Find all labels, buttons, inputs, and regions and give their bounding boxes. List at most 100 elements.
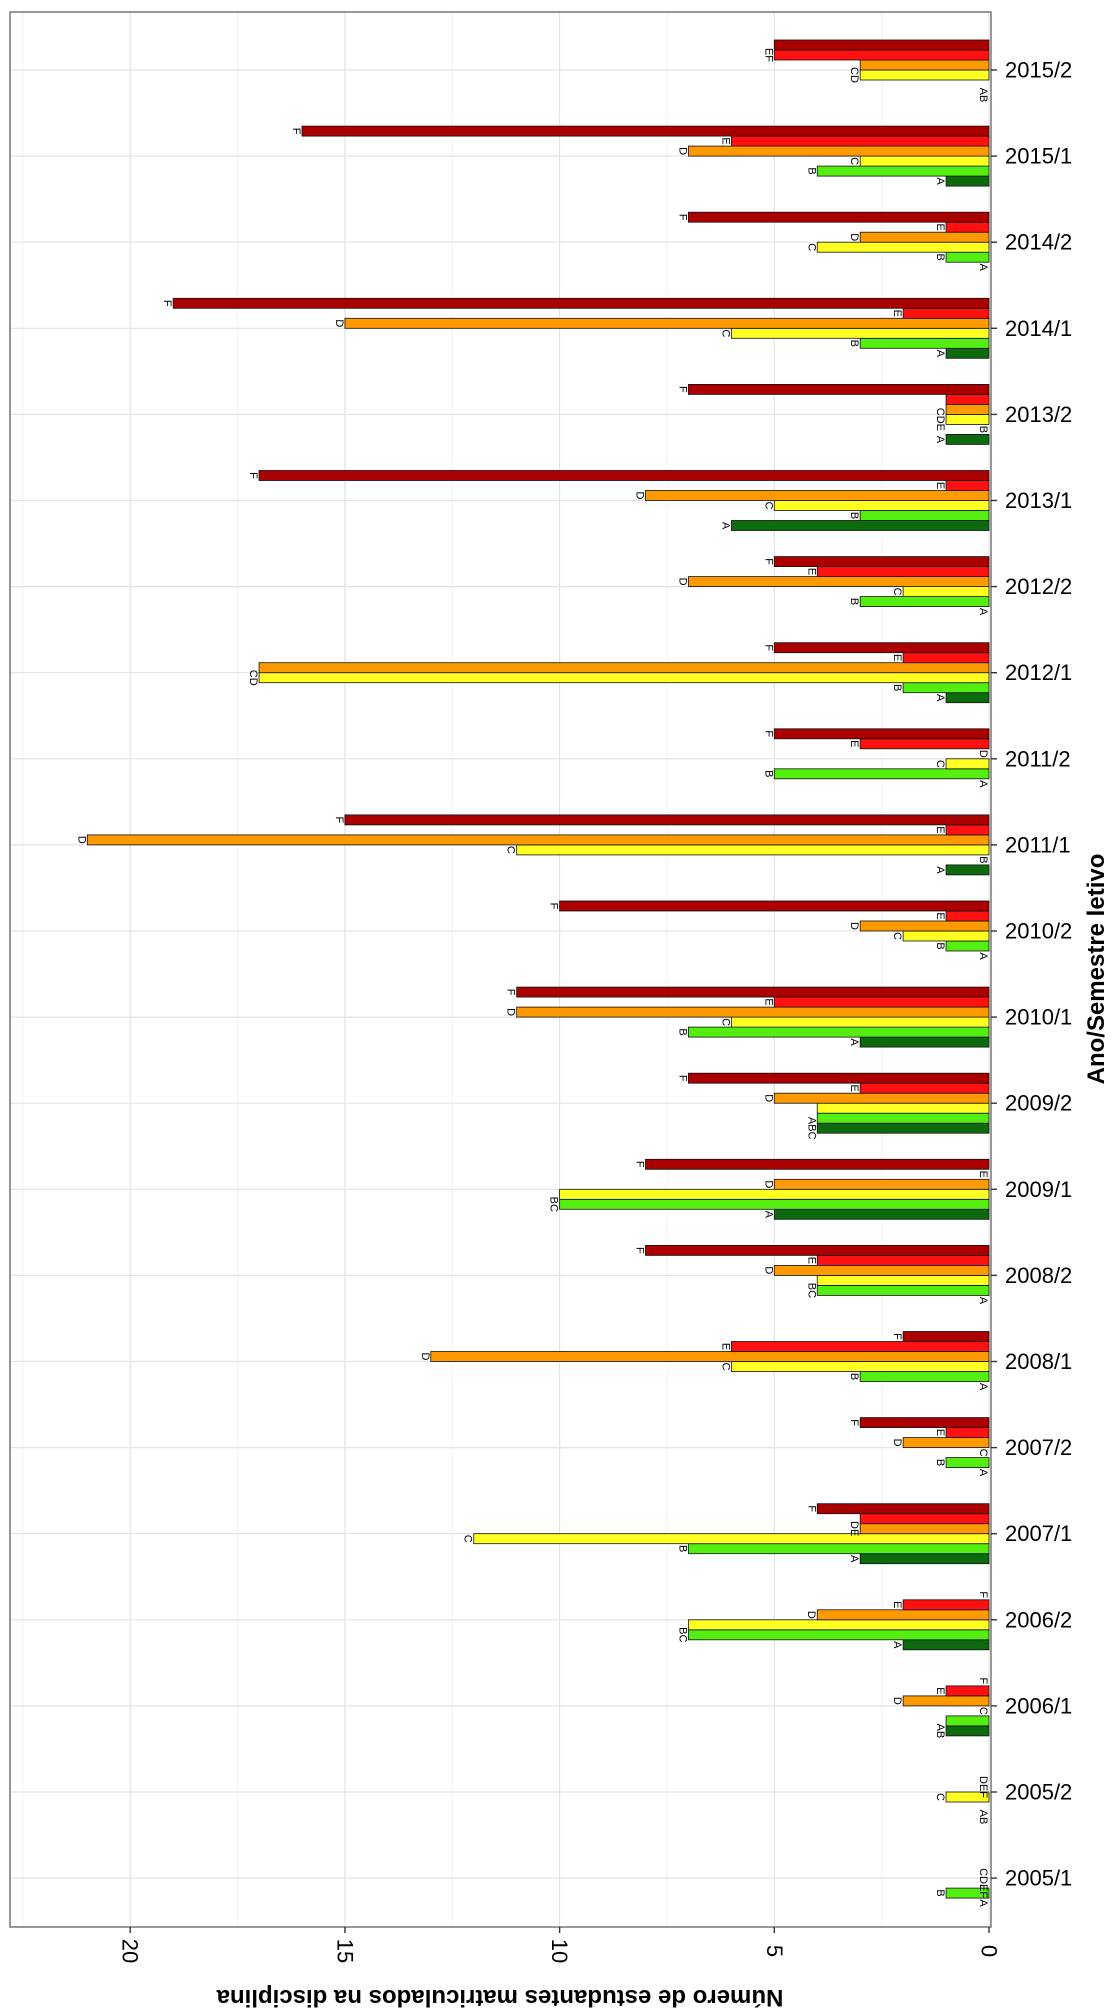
bar-label-2009/1: BC xyxy=(548,1197,560,1212)
bar-label-2008/2: E xyxy=(805,1257,817,1264)
bar-label-2014/1: D xyxy=(333,319,345,327)
bar-E-2015/1 xyxy=(730,135,990,147)
value-tick-label: 15 xyxy=(332,1939,357,1963)
bar-F-2011/1 xyxy=(344,814,990,826)
bar-D-2014/1 xyxy=(344,317,990,329)
bar-label-2013/1: A xyxy=(719,522,731,530)
bar-label-2013/2: F xyxy=(676,386,688,393)
bar-label-2009/2: F xyxy=(676,1075,688,1082)
bar-A-2006/1 xyxy=(945,1725,990,1737)
bar-label-2007/2: D xyxy=(891,1439,903,1447)
bar-label-2009/1: A xyxy=(762,1211,774,1219)
bar-F-2012/2 xyxy=(773,556,990,567)
bar-label-2008/1: D xyxy=(419,1353,431,1361)
bar-label-2015/2: AB xyxy=(977,88,989,103)
category-tick-label: 2007/2 xyxy=(1005,1435,1072,1460)
bar-label-2014/1: B xyxy=(848,340,860,347)
bar-E-2013/2 xyxy=(945,393,990,405)
bar-label-2005/1: B xyxy=(934,1889,946,1896)
bar-label-2007/1: DE xyxy=(848,1521,860,1536)
bar-label-2007/1: B xyxy=(676,1545,688,1552)
bar-label-2007/1: A xyxy=(848,1555,860,1563)
bar-B-2013/1 xyxy=(859,510,990,521)
bar-D-2013/2 xyxy=(945,403,990,415)
bar-label-2005/1: CDEF xyxy=(977,1868,989,1898)
bar-D-2010/1 xyxy=(516,1006,990,1018)
bar-label-2014/2: C xyxy=(805,243,817,251)
bar-label-2008/1: B xyxy=(848,1373,860,1380)
bar-label-2007/2: E xyxy=(934,1429,946,1436)
bar-label-2011/2: A xyxy=(977,780,989,788)
bar-E-2009/2 xyxy=(859,1082,990,1094)
bar-A-2011/1 xyxy=(945,864,990,876)
bar-label-2012/2: D xyxy=(676,578,688,586)
category-tick-label: 2007/1 xyxy=(1005,1521,1072,1546)
category-tick-label: 2010/2 xyxy=(1005,919,1072,944)
category-axis: 2005/1 2005/2 2006/1 2006/2 2007/1 2007/2 2008… xyxy=(991,58,1072,1891)
bar-C-2014/2 xyxy=(816,241,990,253)
bar-B-2014/2 xyxy=(945,251,990,263)
bar-label-2013/2: CDE xyxy=(934,408,946,431)
bar-label-2010/1: F xyxy=(505,989,517,996)
bar-label-2012/1: CD xyxy=(247,670,259,686)
bar-label-2006/1: AB xyxy=(934,1724,946,1739)
bar-label-2005/2: DEF xyxy=(977,1776,989,1798)
bar-B-2009/1 xyxy=(559,1198,990,1210)
bar-A-2010/1 xyxy=(859,1036,990,1048)
bar-label-2007/2: A xyxy=(977,1469,989,1477)
bar-label-2006/2: F xyxy=(977,1591,989,1598)
bar-label-2010/2: C xyxy=(891,932,903,940)
bar-label-2005/2: C xyxy=(934,1793,946,1801)
bar-B-2014/1 xyxy=(859,337,990,349)
bar-F-2008/2 xyxy=(645,1245,990,1256)
bar-label-2009/2: E xyxy=(848,1085,860,1092)
bar-F-2010/1 xyxy=(516,986,990,998)
bar-label-2014/2: F xyxy=(676,214,688,221)
bar-label-2011/1: D xyxy=(75,836,87,844)
bar-E-2014/1 xyxy=(902,307,990,319)
bar-D-2012/1 xyxy=(258,662,990,674)
bar-A-2015/1 xyxy=(945,175,990,187)
bar-F-2009/1 xyxy=(645,1158,990,1170)
bar-F-2014/1 xyxy=(172,297,990,309)
bar-F-2015/1 xyxy=(301,125,990,137)
bars xyxy=(86,39,990,1899)
bar-F-2008/1 xyxy=(902,1331,990,1342)
bar-label-2006/1: E xyxy=(934,1687,946,1694)
bar-label-2014/2: A xyxy=(977,264,989,272)
bar-B-2009/2 xyxy=(816,1112,990,1124)
bar-B-2011/2 xyxy=(773,768,990,780)
bar-label-2015/1: F xyxy=(290,128,302,135)
bar-A-2007/1 xyxy=(859,1553,990,1565)
bar-label-2014/2: B xyxy=(934,254,946,261)
bar-label-2012/2: A xyxy=(977,608,989,616)
bar-F-2007/1 xyxy=(816,1503,990,1515)
bar-B-2012/1 xyxy=(902,682,990,694)
bar-E-2014/2 xyxy=(945,221,990,233)
category-tick-label: 2013/2 xyxy=(1005,402,1072,427)
bar-label-2006/2: D xyxy=(805,1611,817,1619)
bar-label-2013/1: F xyxy=(247,472,259,479)
bar-B-2007/2 xyxy=(945,1457,990,1468)
bar-C-2012/2 xyxy=(902,586,990,597)
bar-E-2010/2 xyxy=(945,910,990,922)
bar-C-2010/2 xyxy=(902,930,990,942)
bar-D-2009/1 xyxy=(773,1178,990,1190)
category-tick-label: 2005/1 xyxy=(1005,1866,1072,1891)
bar-D-2007/1 xyxy=(859,1523,990,1535)
bar-label-2007/1: F xyxy=(805,1505,817,1512)
bar-D-2010/2 xyxy=(859,920,990,932)
bar-label-2006/1: C xyxy=(977,1707,989,1715)
bar-label-2012/2: C xyxy=(891,588,903,596)
bar-label-2010/1: A xyxy=(848,1038,860,1046)
bar-E-2013/1 xyxy=(945,480,990,491)
bar-F-2015/2 xyxy=(773,39,990,51)
bar-label-2014/1: A xyxy=(934,350,946,358)
bar-E-2015/2 xyxy=(773,49,990,61)
bar-D-2013/1 xyxy=(645,490,990,501)
bar-label-2008/2: D xyxy=(762,1266,774,1274)
category-tick-label: 2015/1 xyxy=(1005,144,1072,169)
bar-C-2011/2 xyxy=(945,758,990,770)
